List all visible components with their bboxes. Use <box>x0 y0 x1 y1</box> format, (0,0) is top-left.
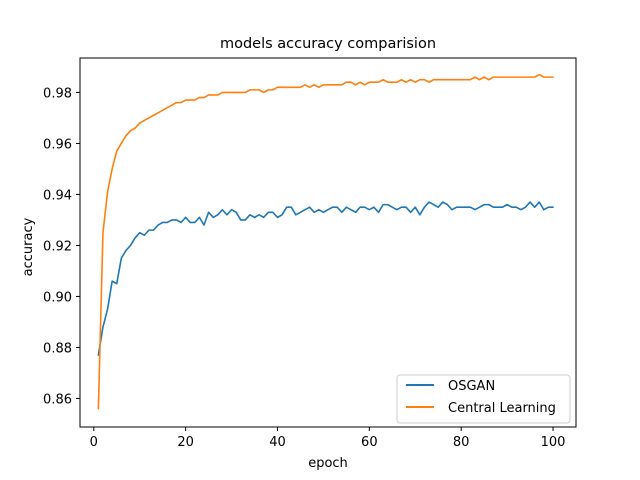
y-tick-label: 0.88 <box>43 341 72 356</box>
series-line-osgan <box>97 201 554 356</box>
x-tick-label: 20 <box>177 435 194 450</box>
series-layer <box>97 73 554 410</box>
y-axis-ticks: 0.86 0.88 0.90 0.92 0.94 0.96 0.98 <box>43 86 80 407</box>
x-tick-label: 0 <box>90 435 98 450</box>
y-tick-label: 0.92 <box>43 239 72 254</box>
y-tick-label: 0.96 <box>43 137 72 152</box>
legend-box <box>396 374 571 424</box>
legend-label-osgan: OSGAN <box>448 379 495 394</box>
y-tick-label: 0.90 <box>43 290 72 305</box>
y-tick-label: 0.94 <box>43 188 72 203</box>
y-axis-label: accuracy <box>21 217 36 276</box>
y-tick-label: 0.86 <box>43 392 72 407</box>
x-tick-label: 40 <box>269 435 286 450</box>
series-line-central-learning <box>97 73 554 410</box>
x-tick-label: 100 <box>541 435 566 450</box>
x-tick-label: 60 <box>361 435 378 450</box>
x-tick-label: 80 <box>453 435 470 450</box>
y-tick-label: 0.98 <box>43 86 72 101</box>
x-axis-ticks: 0 20 40 60 80 100 <box>90 427 566 450</box>
chart-title: models accuracy comparision <box>220 36 436 52</box>
plot-area: 0 20 40 60 80 100 0.86 0.88 0.90 0.92 0.94 0.96 0.9… <box>43 57 577 450</box>
plot-frame <box>79 57 577 428</box>
legend: OSGAN Central Learning <box>396 374 571 424</box>
legend-label-central-learning: Central Learning <box>448 401 556 416</box>
x-axis-label: epoch <box>308 456 348 471</box>
